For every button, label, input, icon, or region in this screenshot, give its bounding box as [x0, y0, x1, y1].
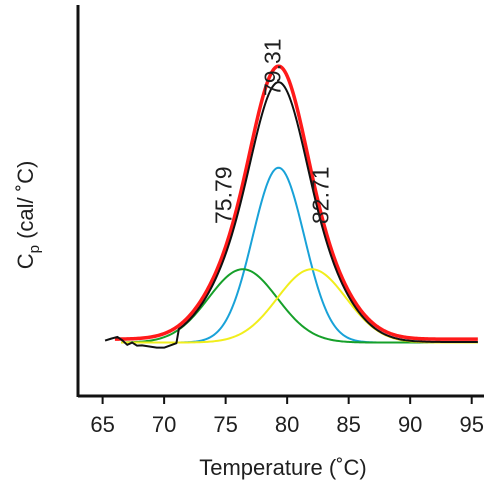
fit-sum-line [114, 64, 479, 341]
peak-label: 82.71 [308, 166, 334, 224]
peak-label: 75.79 [210, 166, 236, 224]
component-76-line [121, 268, 478, 344]
peak-labels: 75.79 79.31 82.71 [210, 38, 333, 224]
plot-lines [104, 64, 479, 349]
measured-data-line [104, 81, 478, 349]
x-tick-label: 80 [275, 412, 299, 437]
x-tick-label: 95 [459, 412, 483, 437]
x-tick-label: 90 [398, 412, 422, 437]
y-axis-label-rest: (cal/ ˚C) [13, 161, 38, 245]
x-ticks: 65 70 75 80 85 90 95 [90, 396, 484, 437]
component-79-line [121, 166, 478, 344]
x-tick-label: 70 [152, 412, 176, 437]
peak-label: 79.31 [260, 38, 286, 96]
x-tick-label: 65 [90, 412, 114, 437]
y-axis-label-sub: p [26, 245, 43, 253]
y-axis-label-main: C [13, 253, 38, 269]
x-tick-label: 85 [336, 412, 360, 437]
y-axis-label: Cp (cal/ ˚C) [13, 161, 43, 270]
x-axis-label: Temperature (˚C) [199, 455, 366, 480]
x-tick-label: 75 [213, 412, 237, 437]
axes [76, 5, 484, 398]
